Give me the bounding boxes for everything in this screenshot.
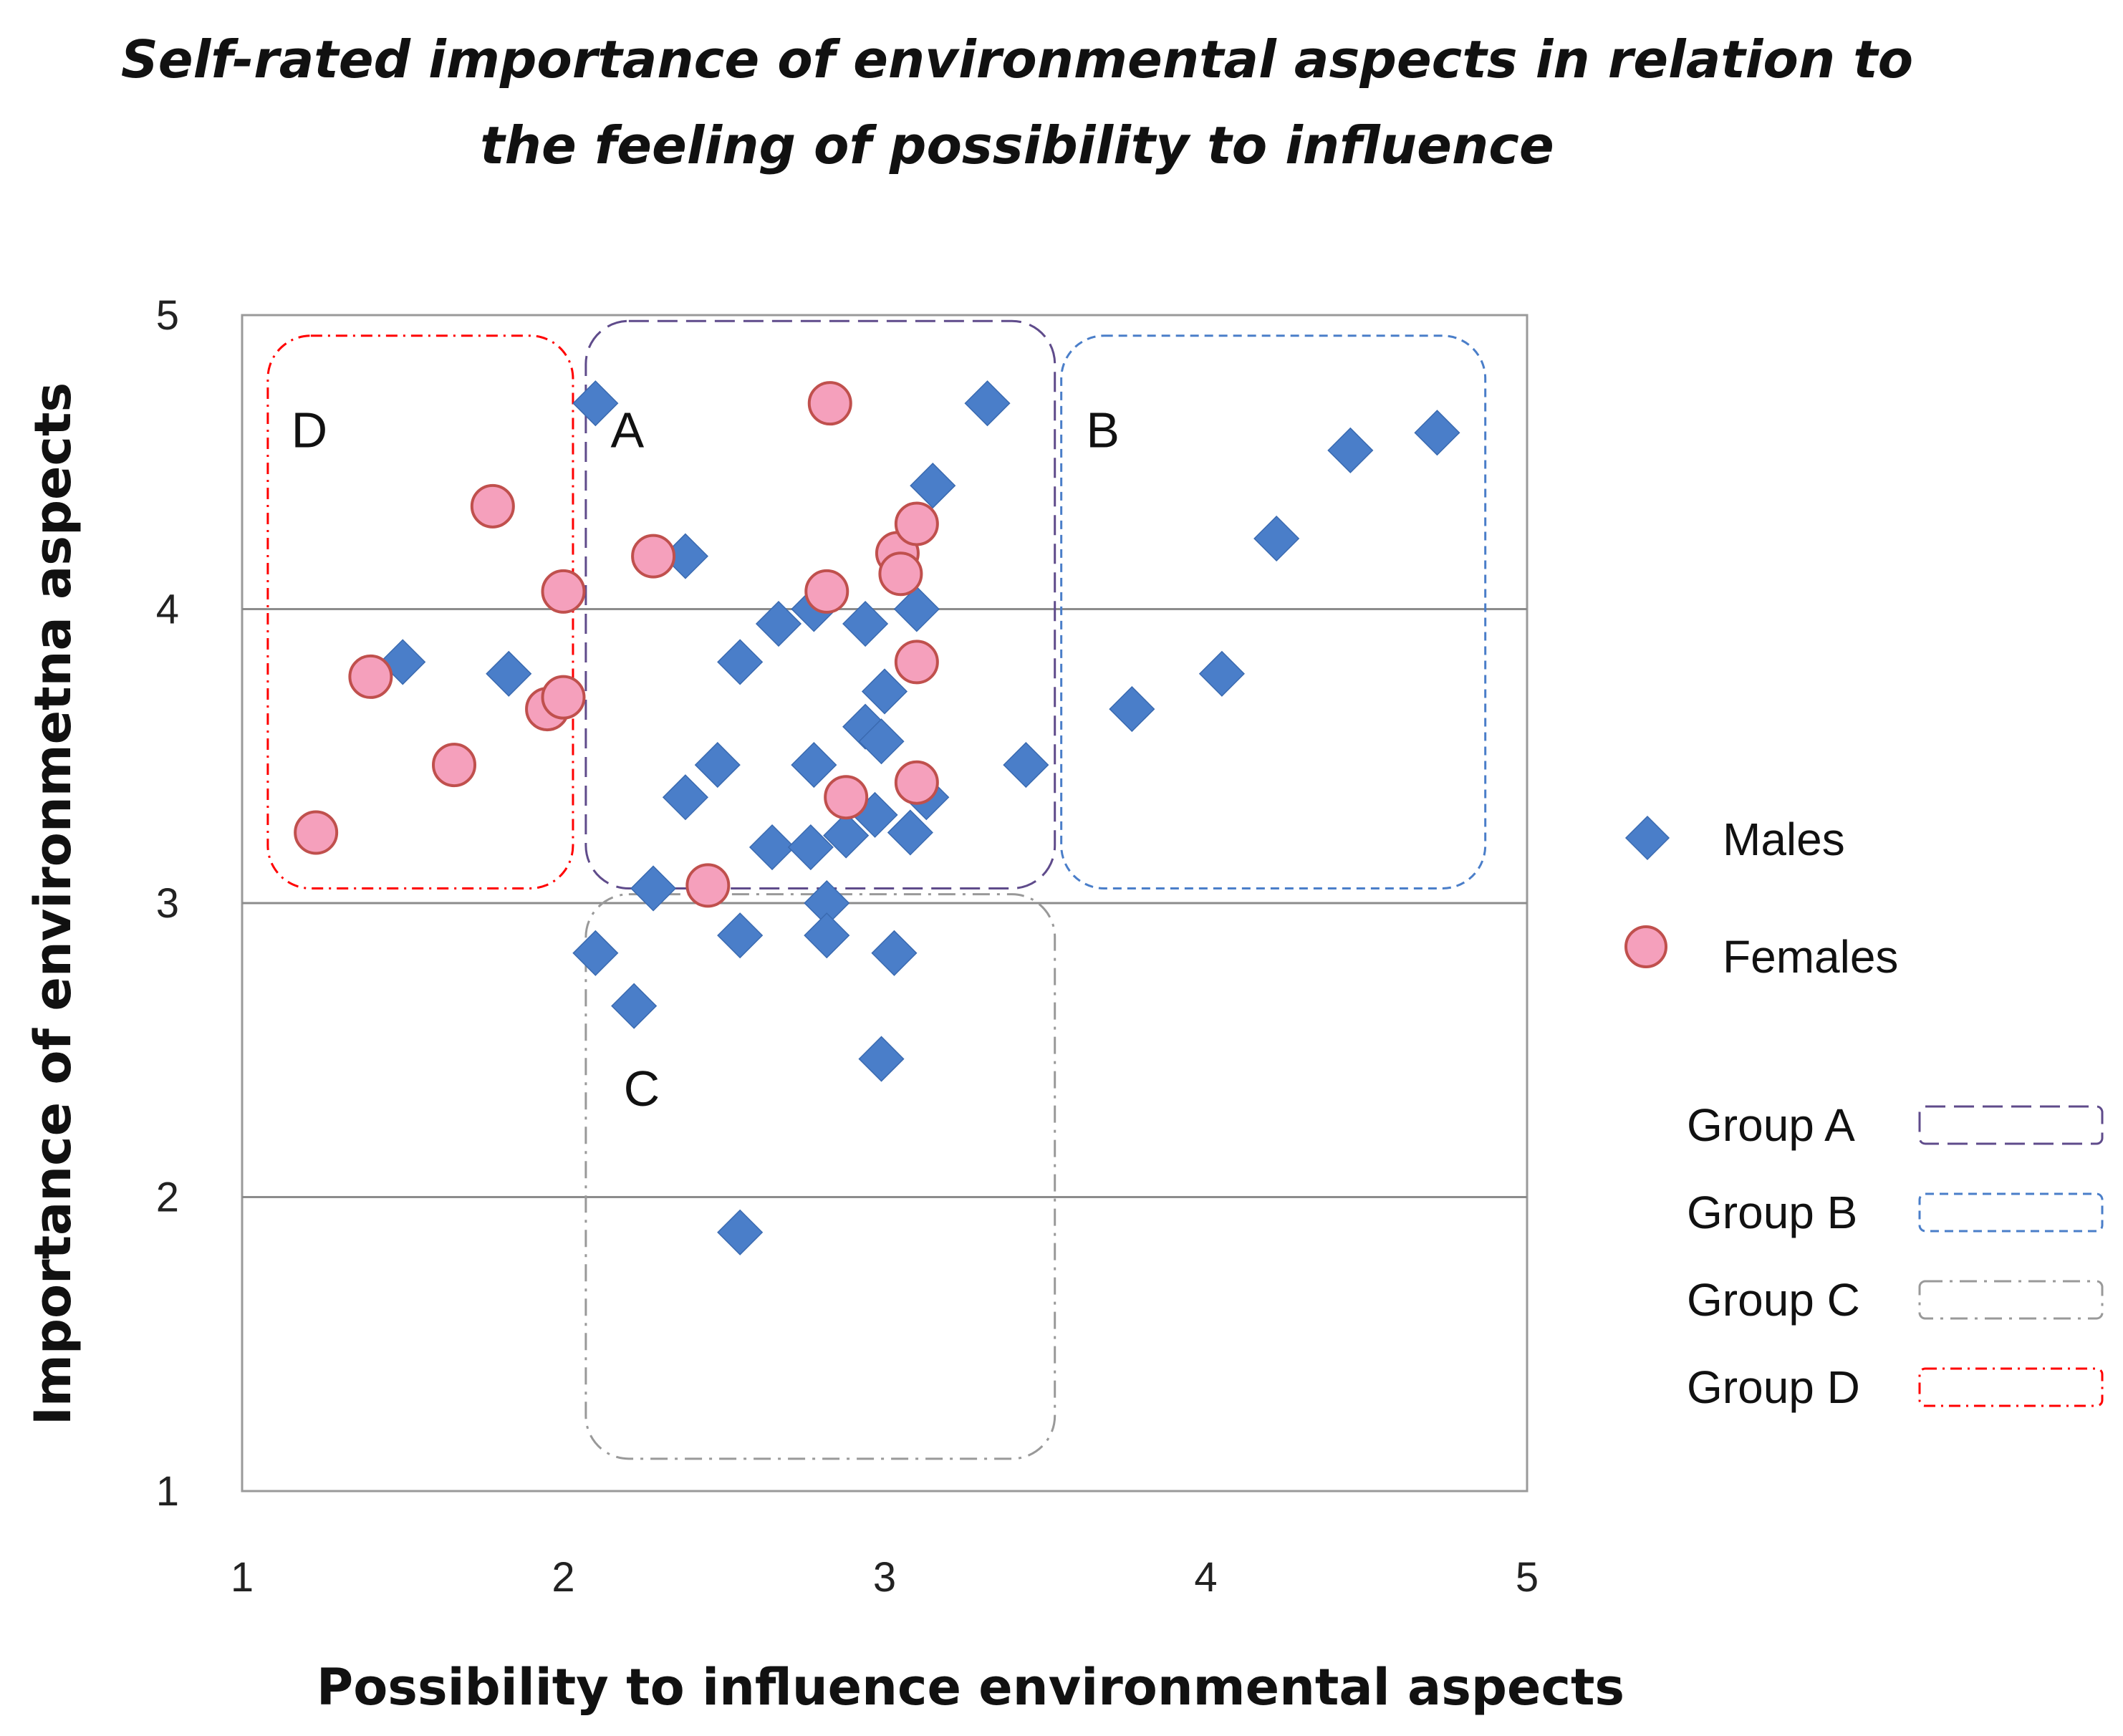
group-boxes: D A B C bbox=[266, 319, 1487, 1460]
group-letter-c: C bbox=[624, 1061, 660, 1117]
male-point bbox=[486, 650, 532, 697]
x-tick-label: 4 bbox=[1194, 1554, 1217, 1601]
female-point bbox=[804, 569, 849, 614]
female-point bbox=[894, 760, 939, 805]
legend-marker-females bbox=[1624, 925, 1667, 968]
axis-ticks: 1 2 3 4 5 1 2 3 4 5 bbox=[156, 292, 1539, 1601]
legend-swatch-group-d bbox=[1918, 1367, 2104, 1407]
legend-marker-males bbox=[1624, 815, 1670, 861]
male-point bbox=[572, 930, 619, 976]
male-point bbox=[842, 600, 889, 647]
y-tick-label: 2 bbox=[156, 1175, 179, 1221]
x-tick-label: 1 bbox=[231, 1554, 254, 1601]
y-tick-label: 5 bbox=[156, 292, 179, 339]
female-point bbox=[541, 675, 586, 720]
male-point bbox=[964, 380, 1011, 427]
legend-label-group-b: Group B bbox=[1687, 1187, 1857, 1238]
male-point bbox=[1414, 410, 1460, 456]
female-point bbox=[894, 640, 939, 685]
group-letter-b: B bbox=[1086, 402, 1120, 458]
male-point bbox=[1327, 427, 1374, 473]
male-point bbox=[630, 865, 677, 912]
y-tick-label: 1 bbox=[156, 1468, 179, 1515]
male-point bbox=[1003, 742, 1049, 789]
legend-label-females: Females bbox=[1723, 931, 1898, 983]
female-point bbox=[685, 863, 731, 908]
female-point bbox=[541, 569, 586, 614]
male-point bbox=[858, 718, 905, 765]
x-tick-label: 3 bbox=[873, 1554, 896, 1601]
female-point bbox=[432, 743, 477, 788]
x-tick-label: 5 bbox=[1516, 1554, 1539, 1601]
legend-swatch-group-b bbox=[1918, 1192, 2104, 1233]
chart-title-line-1: Self-rated importance of environmental a… bbox=[121, 29, 1913, 90]
y-axis-title: Importance of environmetna aspects bbox=[24, 382, 82, 1425]
female-point bbox=[894, 501, 939, 546]
legend-label-group-c: Group C bbox=[1687, 1274, 1860, 1326]
male-point bbox=[893, 586, 940, 632]
group-box-d bbox=[266, 334, 574, 889]
male-point bbox=[858, 1036, 905, 1082]
males-series bbox=[380, 380, 1460, 1255]
y-tick-label: 4 bbox=[156, 587, 179, 633]
female-point bbox=[470, 483, 515, 529]
legend-swatch-group-a bbox=[1918, 1105, 2104, 1145]
legend-swatch-group-c bbox=[1918, 1280, 2104, 1320]
group-letter-d: D bbox=[292, 402, 328, 458]
group-letter-a: A bbox=[611, 402, 645, 458]
legend-label-group-d: Group D bbox=[1687, 1361, 1860, 1413]
male-point bbox=[871, 930, 918, 976]
male-point bbox=[910, 463, 956, 509]
male-point bbox=[717, 639, 764, 685]
male-point bbox=[748, 824, 796, 871]
male-point bbox=[787, 824, 834, 871]
male-point bbox=[823, 812, 870, 859]
male-point bbox=[717, 912, 764, 959]
female-point bbox=[807, 381, 852, 426]
female-point bbox=[878, 551, 923, 597]
female-point bbox=[294, 810, 339, 855]
legend-label-group-a: Group A bbox=[1687, 1099, 1855, 1151]
x-tick-label: 2 bbox=[552, 1554, 574, 1601]
male-point bbox=[717, 1209, 764, 1255]
legend-label-males: Males bbox=[1723, 814, 1845, 865]
male-point bbox=[1253, 515, 1300, 562]
female-point bbox=[824, 775, 869, 820]
chart-title-line-2: the feeling of possibility to influence bbox=[480, 115, 1554, 175]
male-point bbox=[572, 380, 619, 427]
male-point bbox=[804, 912, 850, 959]
females-series bbox=[294, 381, 939, 908]
legend: Males Females Group A Group B Group C Group D bbox=[1624, 814, 2104, 1413]
female-point bbox=[631, 534, 676, 579]
group-box-b bbox=[1060, 334, 1487, 889]
group-box-c bbox=[584, 893, 1056, 1460]
male-point bbox=[791, 742, 837, 789]
male-point bbox=[694, 742, 741, 789]
male-point bbox=[662, 774, 708, 821]
male-point bbox=[755, 600, 802, 647]
male-point bbox=[1198, 650, 1245, 697]
male-point bbox=[861, 668, 908, 715]
male-point bbox=[1109, 686, 1155, 733]
male-point bbox=[611, 983, 658, 1029]
x-axis-title: Possibility to influence environmental a… bbox=[317, 1658, 1624, 1717]
plot-area bbox=[241, 314, 1529, 1493]
female-point bbox=[348, 654, 393, 699]
y-tick-label: 3 bbox=[156, 880, 179, 927]
male-point bbox=[887, 809, 933, 856]
